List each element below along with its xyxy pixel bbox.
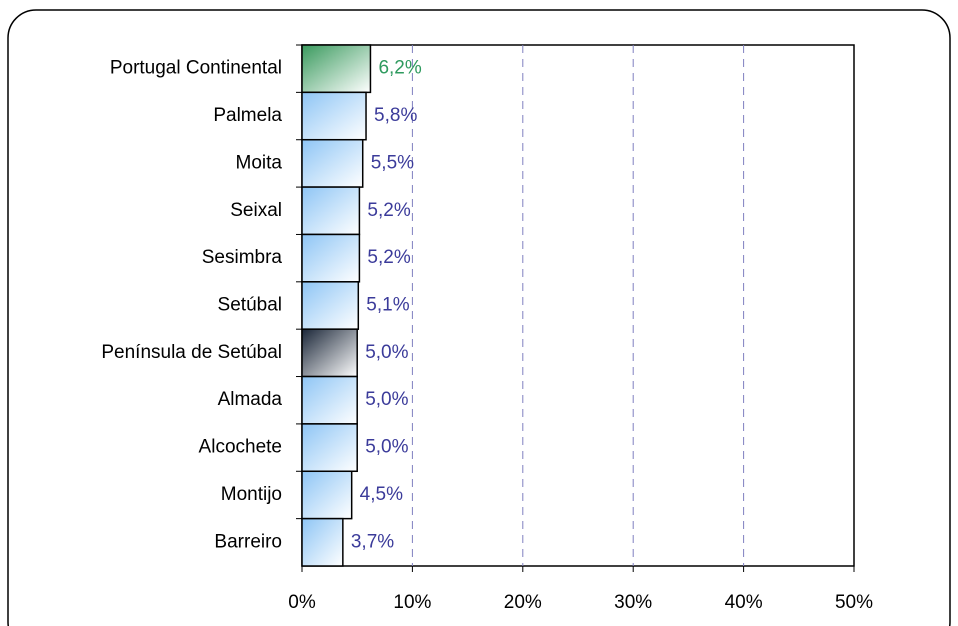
bar bbox=[301, 375, 358, 425]
x-tick-label: 40% bbox=[725, 592, 763, 613]
x-tick-label: 50% bbox=[835, 592, 873, 613]
bar bbox=[301, 423, 358, 473]
x-tick-label: 0% bbox=[288, 592, 316, 613]
data-label: 5,0% bbox=[365, 437, 408, 458]
data-label: 5,2% bbox=[367, 247, 410, 268]
plot-area bbox=[301, 44, 855, 567]
data-label: 3,7% bbox=[351, 531, 394, 552]
data-label: 5,2% bbox=[367, 200, 410, 221]
bar bbox=[301, 470, 353, 520]
x-tick-label: 30% bbox=[614, 592, 652, 613]
bar bbox=[301, 138, 364, 188]
y-tick-label: Setúbal bbox=[218, 295, 282, 316]
x-tick-label: 20% bbox=[504, 592, 542, 613]
data-label: 5,0% bbox=[365, 389, 408, 410]
data-label: 5,8% bbox=[374, 105, 417, 126]
data-label: 6,2% bbox=[378, 58, 421, 79]
y-tick-label: Moita bbox=[236, 152, 283, 173]
data-label: 4,5% bbox=[360, 484, 403, 505]
bar bbox=[301, 91, 367, 141]
bar bbox=[301, 186, 361, 236]
y-tick-label: Alcochete bbox=[199, 437, 282, 458]
x-tick-label: 10% bbox=[393, 592, 431, 613]
bar bbox=[301, 44, 372, 94]
y-tick-label: Almada bbox=[218, 389, 283, 410]
bar bbox=[301, 328, 358, 378]
y-tick-label: Portugal Continental bbox=[110, 58, 282, 79]
bar bbox=[301, 517, 344, 567]
data-label: 5,1% bbox=[366, 295, 409, 316]
y-tick-label: Seixal bbox=[230, 200, 282, 221]
frame bbox=[7, 9, 951, 626]
y-tick-label: Sesimbra bbox=[202, 247, 283, 268]
y-tick-label: Barreiro bbox=[214, 531, 282, 552]
y-tick-label: Palmela bbox=[213, 105, 282, 126]
y-tick-label: Península de Setúbal bbox=[101, 342, 282, 363]
data-label: 5,5% bbox=[371, 152, 414, 173]
data-label: 5,0% bbox=[365, 342, 408, 363]
bar bbox=[301, 233, 361, 283]
y-tick-label: Montijo bbox=[221, 484, 282, 505]
bar bbox=[301, 281, 360, 330]
